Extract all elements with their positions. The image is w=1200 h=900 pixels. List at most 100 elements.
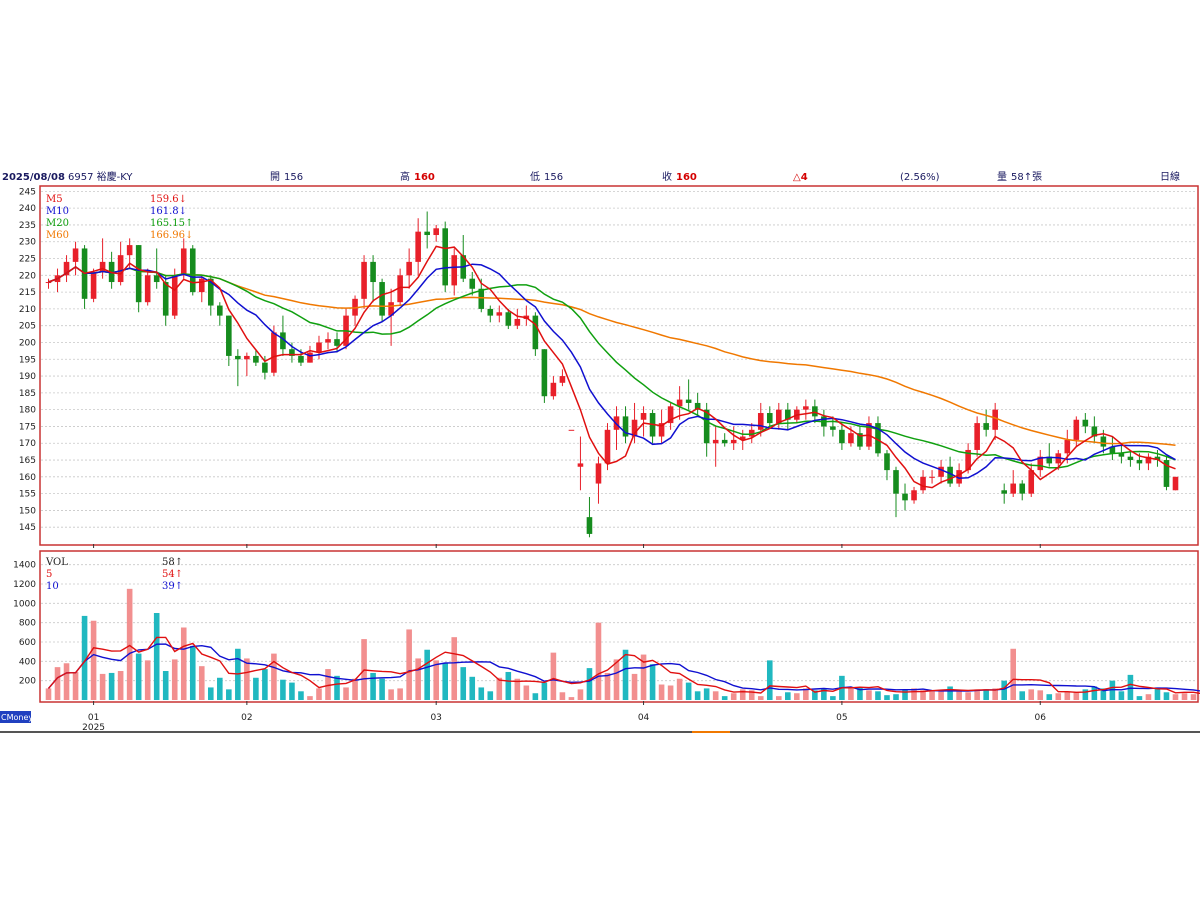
candle-body [1091,426,1098,437]
volume-bar [54,667,61,700]
candle-body [902,493,908,501]
volume-bar [352,678,358,700]
candle-body [217,305,223,316]
ma20-line [48,265,1176,469]
candle-body [929,476,935,478]
volume-bar [938,691,944,700]
volume-bar [703,688,710,700]
volume-bar [893,694,899,700]
candle-body [938,466,944,477]
ma5-line [48,245,1176,489]
candle-body [180,248,187,276]
candle-body [875,423,881,454]
volume-bar [1055,693,1062,700]
volume-bar [1019,691,1026,700]
candle-body [893,470,899,494]
candle-body [766,413,773,424]
volume-y-axis: 200 400 600 800 1000 1200 1400 [13,561,36,687]
price-panel-frame [39,185,1199,546]
watermark-text: CMoney [1,713,33,722]
price-tick-label: 165 [19,456,36,466]
price-tick-label: 155 [19,490,36,500]
candle-body [757,413,764,430]
header-stock: 6957 裕慶-KY [68,170,133,183]
volume-bar [920,690,926,700]
price-tick-label: 195 [19,355,36,365]
price-y-axis: 145 150 155 160 165 170 175 180 185 190 195 200 205 2… [19,187,36,533]
volume-bar [821,688,827,700]
volume-bar [956,691,962,700]
volume-bar [577,689,584,700]
volume-bar [676,678,683,700]
price-legend-value: 166.96↓ [150,230,193,241]
volume-bar [721,696,728,700]
candle-body [947,466,953,484]
volume-bar [1145,694,1152,700]
volume-bar [1028,689,1035,700]
candle-body [1154,456,1161,461]
volume-bar [424,649,430,700]
volume-bar [271,653,277,700]
candle-body [253,355,259,363]
volume-bar [171,659,178,700]
candle-body [370,261,376,283]
header-change-pct: (2.56%) [900,172,940,183]
volume-bar [775,696,782,700]
volume-bar [90,620,97,700]
price-tick-label: 245 [19,187,36,197]
price-legend-value: 159.6↓ [150,194,187,205]
candle-body [694,402,701,410]
volume-bar [1091,686,1098,700]
volume-bar [379,678,385,700]
candle-body [388,302,394,316]
volume-bar [631,673,638,700]
price-tick-label: 205 [19,322,36,332]
volume-bar [144,660,151,700]
price-grid [41,190,1197,528]
volume-bar [397,688,403,700]
price-tick-label: 190 [19,372,36,382]
candle-body [532,315,539,350]
volume-bar [325,669,331,700]
candle-body [541,349,548,397]
candle-body [361,261,367,299]
volume-bar [613,659,620,700]
candle-body [144,275,151,303]
volume-bar [712,691,719,700]
candle-body [162,282,169,316]
volume-bar [523,685,530,700]
volume-bar [604,672,611,700]
volume-bar [280,679,286,700]
volume-bar [848,688,854,700]
volume-bar [72,671,79,700]
volume-bar [1064,691,1071,700]
volume-bar [667,685,674,700]
candle-body [974,423,980,450]
candle-body [604,429,611,464]
volume-bar [289,682,295,700]
candle-body [550,382,557,397]
volume-bar [198,666,205,700]
header-low-value: 156 [544,172,563,183]
candle-body [1028,470,1035,494]
candle-body [262,362,268,373]
volume-bar [1082,689,1089,700]
x-axis: 01202502030405060708 [82,544,1046,733]
candle-body [117,255,124,283]
volume-bar [875,691,881,700]
candle-body [676,399,683,407]
candle-body [1145,456,1152,464]
volume-bar [1172,694,1179,700]
candle-body [72,248,79,262]
volume-bar [640,654,647,700]
candle-body [415,231,421,262]
watermark-badge [0,711,31,723]
volume-bar [1190,694,1197,700]
volume-bar [81,615,88,700]
candle-body [1010,483,1017,494]
volume-bar [992,688,998,700]
price-tick-label: 220 [19,271,36,281]
price-legend-name: M5 [46,194,63,205]
x-tick-label: 03 [430,713,441,723]
candle-body [640,413,647,420]
